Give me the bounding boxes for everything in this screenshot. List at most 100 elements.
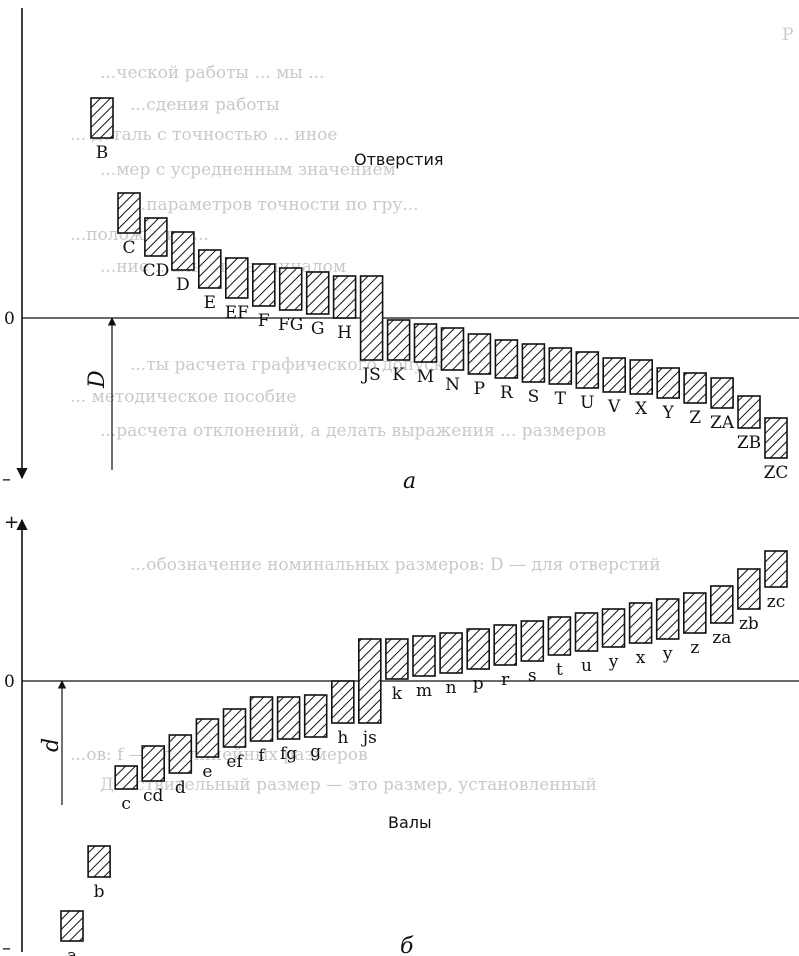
tolerance-bar-cd (141, 745, 165, 782)
background-text-line: Р (782, 25, 793, 45)
tolerance-bar-p (466, 628, 491, 670)
tolerance-bar-Z (683, 372, 707, 404)
tolerance-bar-label-C: C (122, 238, 135, 258)
tolerance-bar-Y (656, 367, 681, 399)
tolerance-bar-ZC (764, 417, 788, 459)
shafts-plus-label: + (4, 512, 19, 533)
tolerance-bar-ZA (710, 377, 734, 409)
tolerance-bar-za (709, 585, 734, 624)
tolerance-bar-F (252, 263, 276, 307)
holes-zero-label: 0 (4, 309, 15, 329)
tolerance-bar-e (195, 718, 220, 758)
tolerance-bar-label-EF: EF (225, 303, 249, 323)
tolerance-bar-fg (276, 696, 301, 740)
tolerance-bar-h (330, 680, 355, 724)
tolerance-bar-m (412, 635, 436, 677)
tolerance-bar-T (548, 347, 573, 385)
tolerance-bar-zc (764, 550, 788, 588)
tolerance-bar-N (440, 327, 465, 371)
shafts-diagram: + 0 – Валы б d abc cd de ef f fg gh jsk m n p r s t u y… (2, 512, 799, 956)
tolerance-bar-n (439, 632, 463, 674)
tolerance-bar-y (601, 608, 626, 648)
tolerance-bar-K (386, 319, 411, 361)
holes-title: Отверстия (354, 150, 443, 169)
tolerance-bar-JS (359, 275, 384, 361)
tolerance-bar-label-a: a (67, 946, 77, 956)
tolerance-bar-label-ef: ef (226, 752, 244, 772)
tolerance-bar-label-ZA: ZA (710, 413, 735, 433)
tolerance-bar-label-FG: FG (278, 315, 303, 335)
tolerance-bar-X (629, 359, 654, 395)
tolerance-bar-label-u: u (581, 656, 592, 676)
tolerance-bar-E (198, 249, 222, 289)
shafts-panel-letter: б (400, 934, 414, 956)
tolerance-bar-label-h: h (337, 728, 348, 748)
tolerance-bar-z (682, 592, 707, 634)
tolerance-bar-label-E: E (204, 293, 216, 313)
background-text-line: ...расчета отклонений, а делать выражени… (100, 421, 606, 441)
tolerance-bar-label-B: B (96, 143, 109, 163)
tolerance-bar-r (493, 624, 518, 666)
tolerance-bar-label-Y: Y (662, 403, 675, 423)
tolerance-bar-D (171, 231, 195, 271)
tolerance-bar-label-zc: zc (767, 592, 785, 612)
background-text-line: ...мер с усредненным значением (100, 160, 396, 180)
shafts-title: Валы (388, 813, 432, 832)
holes-size-symbol: D (85, 370, 110, 389)
tolerance-bar-V (602, 357, 627, 393)
tolerance-bar-label-F: F (258, 311, 270, 331)
tolerance-bar-zb (737, 568, 761, 610)
tolerance-bar-label-T: T (555, 389, 567, 409)
tolerance-bar-G (305, 271, 330, 315)
tolerance-bar-label-Z: Z (689, 408, 701, 428)
tolerance-bar-label-R: R (500, 383, 514, 403)
tolerance-bar-label-ZC: ZC (764, 463, 789, 483)
tolerance-bar-label-cd: cd (143, 786, 164, 806)
tolerance-bar-label-e: e (202, 762, 212, 782)
tolerance-bar-U (575, 351, 600, 389)
tolerance-bar-c (114, 765, 138, 790)
tolerance-bar-label-s: s (528, 666, 537, 686)
shafts-zero-label: 0 (4, 672, 15, 692)
tolerance-bar-label-M: M (417, 367, 434, 387)
tolerance-bar-g (303, 694, 328, 738)
tolerance-bar-label-zb: zb (739, 614, 759, 634)
shafts-minus-label: – (2, 938, 11, 956)
tolerance-bar-S (521, 343, 546, 383)
tolerance-bar-label-b: b (94, 882, 105, 902)
tolerance-bar-C (117, 192, 141, 234)
background-text-line: ...сдения работы (130, 95, 279, 115)
holes-panel-letter: а (403, 469, 416, 494)
tolerance-bar-label-y: y (608, 652, 619, 672)
tolerance-bar-H (332, 275, 357, 319)
tolerance-bar-label-N: N (445, 375, 460, 395)
tolerance-bar-label-H: H (337, 323, 352, 343)
tolerance-bar-label-t: t (556, 660, 563, 680)
tolerance-bar-d (168, 734, 193, 774)
tolerance-bar-js (357, 638, 382, 724)
tolerance-bar-x (628, 602, 653, 644)
tolerance-bar-b (87, 845, 111, 878)
tolerance-bar-label-JS: JS (360, 365, 380, 385)
tolerance-bar-u (574, 612, 599, 652)
tolerance-bar-s (520, 620, 545, 662)
shafts-size-symbol: d (39, 738, 64, 752)
tolerance-bar-label-D: D (176, 275, 190, 295)
tolerance-bar-label-U: U (580, 393, 594, 413)
tolerance-bar-label-x: x (636, 648, 646, 668)
tolerance-bar-label-k: k (392, 684, 403, 704)
tolerance-bar-M (413, 323, 438, 363)
tolerance-bar-CD (144, 217, 168, 257)
tolerance-bar-label-G: G (311, 319, 325, 339)
tolerance-bar-label-X: X (635, 399, 648, 419)
tolerance-bar-label-fg: fg (280, 744, 297, 764)
tolerance-bar-label-S: S (528, 387, 540, 407)
tolerance-bar-label-p: p (473, 674, 484, 694)
background-text-line: Действительный размер — это размер, уста… (100, 775, 597, 795)
tolerance-bar-label-y: y (662, 644, 673, 664)
tolerance-bar-label-js: js (361, 728, 377, 748)
tolerance-bar-label-za: za (712, 628, 731, 648)
